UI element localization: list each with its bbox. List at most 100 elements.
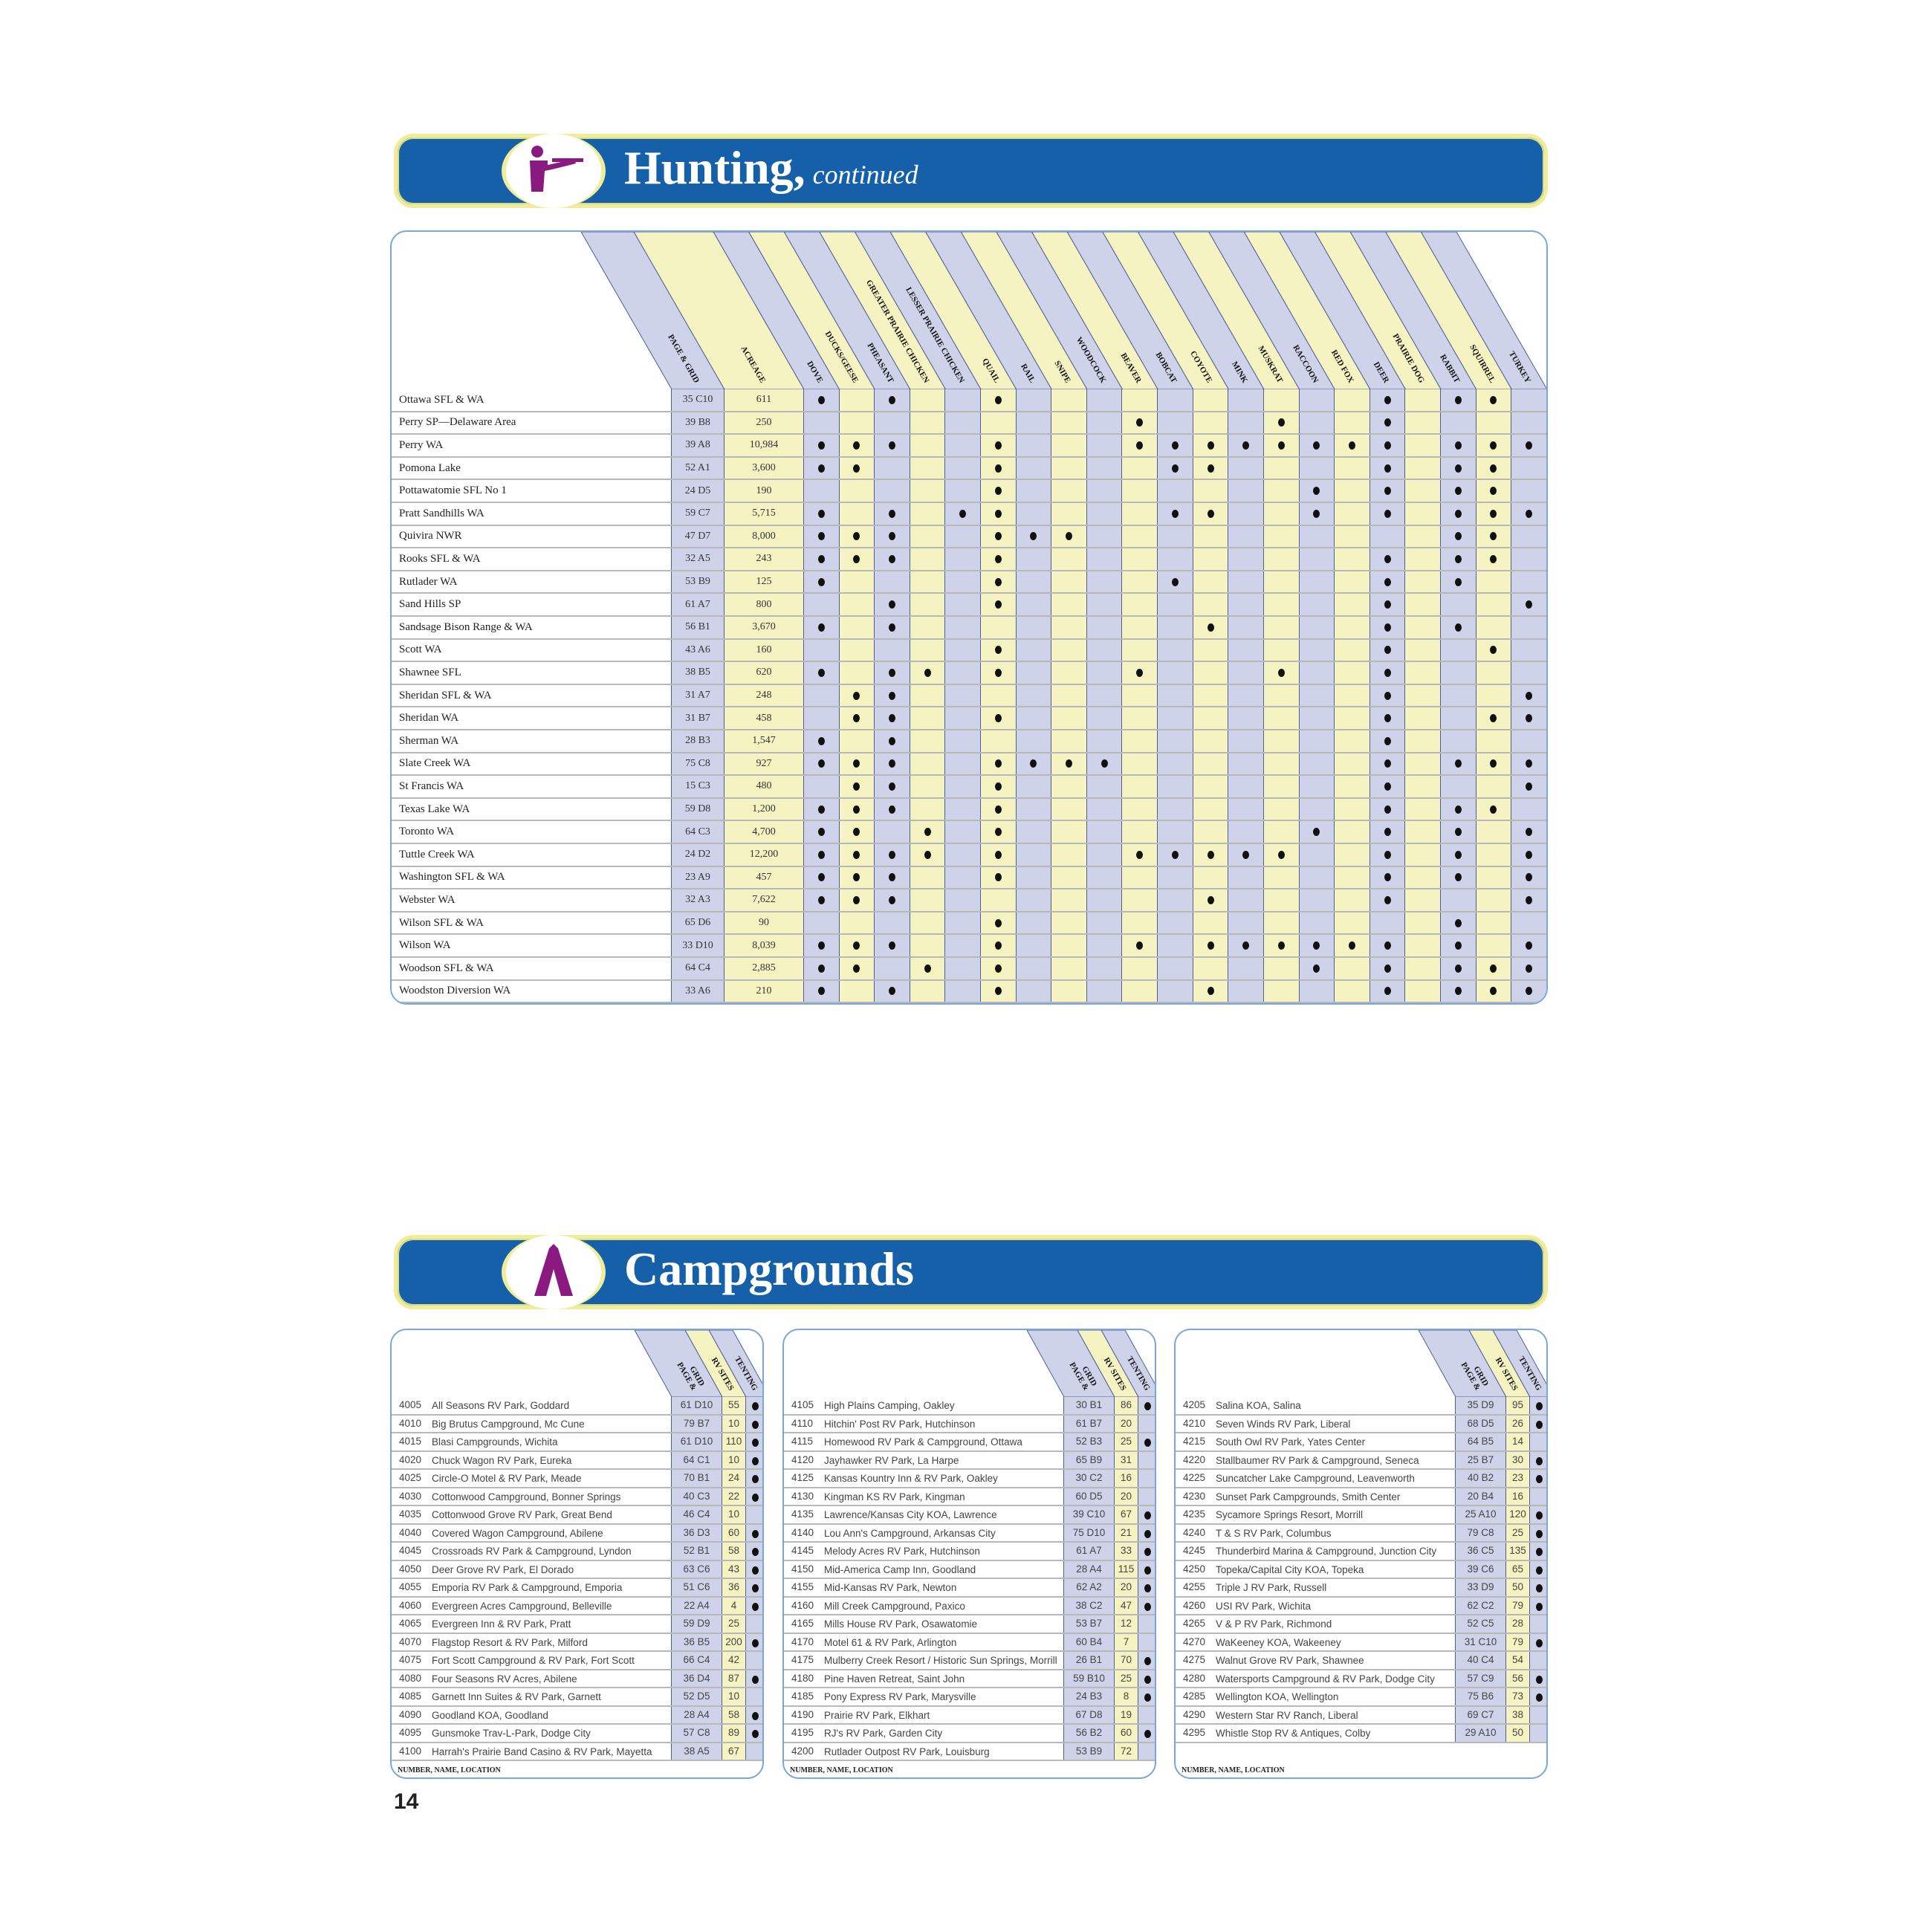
species-cell: [839, 730, 875, 752]
tenting-available-dot-icon: [1536, 1566, 1543, 1575]
available-dot-icon: [889, 600, 896, 609]
column-band: [1102, 232, 1230, 389]
page-grid-cell: 61 B7: [1064, 1415, 1115, 1432]
species-cell: [875, 435, 910, 456]
available-dot-icon: [1490, 805, 1497, 814]
species-cell: [1299, 866, 1335, 889]
species-cell: [981, 707, 1017, 729]
species-cell: [1405, 662, 1441, 684]
table-row: Perry WA 39 A8 10,984: [392, 435, 1546, 458]
acreage-cell: 620: [724, 662, 804, 684]
page-grid-cell: 53 B9: [672, 571, 724, 593]
available-dot-icon: [889, 873, 896, 882]
page-grid-cell: 63 C6: [672, 1560, 722, 1578]
species-cell: [839, 684, 875, 707]
species-cell: [910, 866, 946, 889]
area-name: Shawnee SFL: [392, 662, 672, 684]
species-cell: [839, 594, 875, 615]
campground-number: 4050: [399, 1563, 422, 1575]
rv-sites-cell: 70: [1115, 1652, 1138, 1669]
rv-sites-cell: 60: [1115, 1725, 1138, 1742]
species-cell: [910, 798, 946, 820]
species-cell: [981, 776, 1017, 797]
available-dot-icon: [1384, 736, 1391, 745]
species-cell: [981, 548, 1017, 570]
species-cell: [804, 548, 840, 570]
page-grid-cell: 61 D10: [672, 1397, 722, 1414]
available-dot-icon: [817, 577, 825, 586]
campground-entry: 4120 Jayhawker RV Park, La Harpe: [784, 1451, 1064, 1468]
tenting-cell: [746, 1506, 762, 1523]
species-cell: [910, 844, 946, 866]
campground-name: Watersports Campground & RV Park, Dodge …: [1216, 1673, 1435, 1685]
species-cell: [1405, 980, 1441, 1002]
available-dot-icon: [853, 828, 860, 837]
species-cell: [1051, 457, 1087, 479]
page-grid-cell: 39 B8: [672, 412, 724, 434]
available-dot-icon: [1242, 941, 1250, 950]
available-dot-icon: [924, 828, 931, 837]
species-cell: [1086, 525, 1123, 548]
species-cell: [1440, 435, 1476, 456]
available-dot-icon: [1207, 623, 1214, 632]
species-cell: [1086, 435, 1123, 456]
available-dot-icon: [817, 464, 825, 473]
tenting-available-dot-icon: [1536, 1584, 1543, 1592]
species-cell: [1051, 639, 1087, 661]
species-cell: [981, 594, 1017, 615]
campground-number: 4260: [1183, 1599, 1206, 1611]
available-dot-icon: [817, 987, 825, 996]
species-cell: [910, 548, 946, 570]
species-cell: [1369, 480, 1406, 502]
species-cell: [839, 571, 875, 593]
species-cell: [1263, 457, 1300, 479]
available-dot-icon: [817, 668, 825, 677]
species-cell: [1299, 480, 1335, 502]
species-cell: [875, 889, 910, 911]
available-dot-icon: [994, 668, 1002, 677]
page-grid-cell: 39 C6: [1456, 1560, 1506, 1578]
species-cell: [1193, 866, 1229, 889]
column-band: [1468, 1330, 1531, 1397]
species-cell: [1263, 412, 1300, 434]
species-cell: [1476, 866, 1512, 889]
campground-name: Stallbaumer RV Park & Campground, Seneca: [1216, 1454, 1419, 1466]
species-cell: [1440, 798, 1476, 820]
campground-name: Harrah's Prairie Band Casino & RV Park, …: [432, 1745, 652, 1757]
species-cell: [945, 503, 982, 525]
table-row: 4160 Mill Creek Campground, Paxico 38 C2 47: [784, 1597, 1155, 1615]
species-cell: [1051, 684, 1087, 707]
species-cell: [1016, 525, 1052, 548]
species-cell: [1335, 798, 1370, 820]
species-cell: [1263, 662, 1300, 684]
species-cell: [1086, 684, 1123, 707]
species-cell: [1086, 776, 1123, 797]
species-cell: [1405, 435, 1441, 456]
species-cell: [1228, 503, 1264, 525]
species-cell: [1405, 594, 1441, 615]
available-dot-icon: [1313, 941, 1320, 950]
area-name: Sand Hills SP: [392, 594, 672, 615]
available-dot-icon: [853, 441, 860, 450]
species-cell: [1086, 912, 1123, 934]
species-cell: [1476, 958, 1512, 979]
rv-sites-cell: 58: [722, 1543, 746, 1560]
page-grid-cell: 75 B6: [1456, 1688, 1506, 1705]
species-cell: [1369, 594, 1406, 615]
available-dot-icon: [994, 532, 1002, 541]
tenting-cell: [746, 1470, 762, 1487]
species-cell: [1405, 639, 1441, 661]
species-cell: [1016, 594, 1052, 615]
species-cell: [1511, 480, 1546, 502]
species-cell: [1405, 684, 1441, 707]
available-dot-icon: [889, 509, 896, 518]
species-cell: [981, 435, 1017, 456]
rv-sites-cell: 31: [1115, 1451, 1138, 1468]
species-cell: [1440, 617, 1476, 638]
species-cell: [945, 457, 982, 479]
tenting-available-dot-icon: [752, 1584, 759, 1592]
available-dot-icon: [924, 964, 931, 973]
available-dot-icon: [1384, 759, 1391, 768]
campground-number: 4145: [791, 1545, 814, 1556]
available-dot-icon: [889, 941, 896, 950]
